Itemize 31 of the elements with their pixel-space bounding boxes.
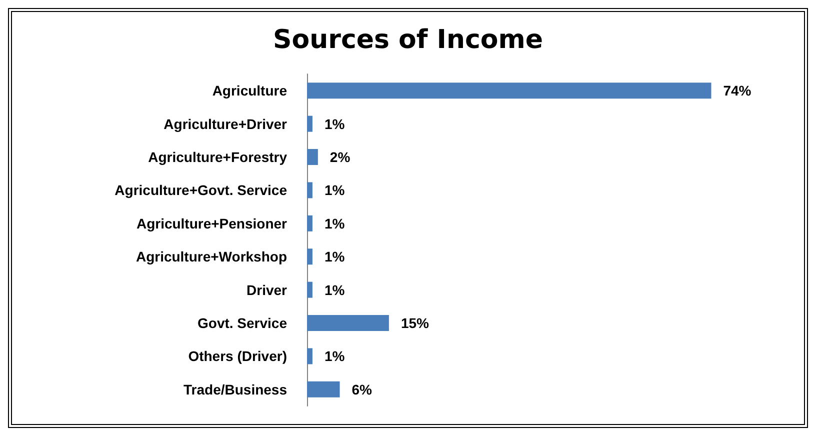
y-tick-label: Agriculture+Workshop (136, 248, 287, 265)
bar (307, 149, 318, 165)
y-tick-label: Agriculture (212, 82, 288, 99)
bar (307, 215, 312, 232)
data-label: 2% (330, 149, 351, 165)
bar (307, 282, 312, 298)
data-label: 1% (324, 215, 346, 232)
bar (307, 315, 389, 331)
y-tick-label: Trade/Business (184, 381, 288, 398)
bar (307, 82, 712, 99)
y-tick-label: Govt. Service (198, 315, 288, 331)
y-tick-label: Agriculture+Driver (164, 116, 288, 132)
y-tick-label: Agriculture+Forestry (148, 149, 288, 165)
bar (307, 248, 312, 265)
y-tick-label: Agriculture+Govt. Service (114, 182, 288, 198)
chart-title: Sources of Income (273, 25, 543, 55)
data-label: 1% (324, 182, 346, 198)
y-tick-label: Driver (246, 282, 288, 298)
data-label: 1% (324, 348, 346, 364)
data-label: 1% (324, 248, 346, 265)
data-label: 1% (324, 116, 346, 132)
y-tick-label: Agriculture+Pensioner (136, 215, 288, 232)
bar (307, 182, 312, 198)
y-tick-label: Others (Driver) (188, 348, 287, 364)
bar (307, 381, 340, 398)
bar (307, 116, 312, 132)
bar (307, 348, 312, 364)
data-label: 15% (400, 315, 430, 331)
data-label: 6% (352, 381, 373, 398)
data-label: 1% (324, 282, 346, 298)
data-label: 74% (723, 82, 752, 99)
